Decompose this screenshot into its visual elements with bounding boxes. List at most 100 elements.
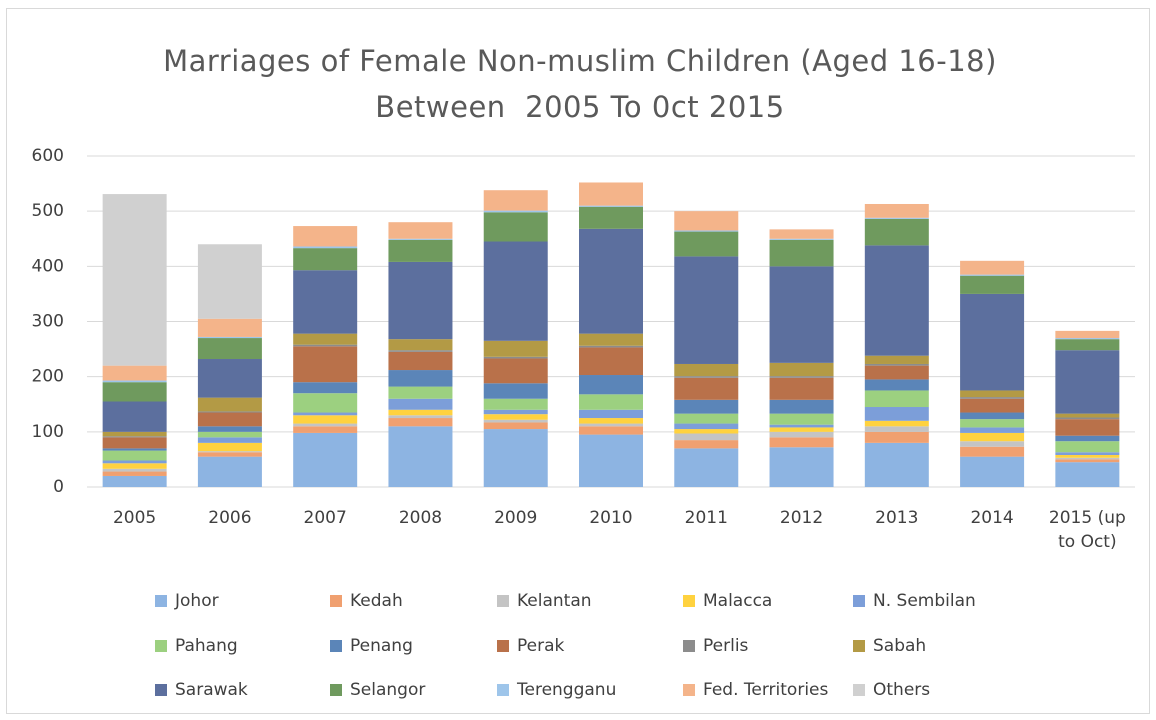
bar-segment bbox=[864, 442, 929, 487]
legend-label: Kedah bbox=[350, 591, 403, 611]
bar-segment bbox=[483, 340, 548, 357]
bar-segment bbox=[769, 431, 834, 438]
bar-segment bbox=[483, 398, 548, 410]
bar-segment bbox=[1055, 452, 1120, 456]
bar-segment bbox=[579, 345, 643, 348]
bar-segment bbox=[579, 423, 643, 427]
legend-swatch bbox=[853, 640, 865, 652]
bar-segment bbox=[674, 433, 739, 441]
bar-segment bbox=[1055, 330, 1120, 339]
bar-segment bbox=[197, 451, 262, 453]
bar-segment bbox=[769, 229, 834, 239]
bar-segment bbox=[769, 424, 834, 428]
legend-swatch bbox=[155, 684, 167, 696]
bar-segment bbox=[102, 468, 167, 472]
y-tick-label: 400 bbox=[32, 256, 64, 276]
bar-segment bbox=[579, 409, 643, 419]
bar-segment bbox=[674, 448, 739, 487]
x-tick-label: 2007 bbox=[303, 508, 347, 528]
bar-segment bbox=[960, 398, 1025, 413]
bar-segment bbox=[960, 441, 1025, 447]
bar-segment bbox=[483, 358, 548, 384]
bar-segment bbox=[388, 350, 453, 352]
x-tick-label: 2014 bbox=[970, 508, 1014, 528]
bar-segment bbox=[197, 431, 262, 438]
x-tick-label: 2006 bbox=[208, 508, 252, 528]
bar-segment bbox=[293, 344, 358, 347]
bar-segment bbox=[102, 382, 167, 402]
bar-segment bbox=[864, 203, 929, 218]
bar-segment bbox=[1055, 455, 1120, 458]
legend-label: Sarawak bbox=[175, 680, 248, 700]
bar-segment bbox=[960, 275, 1025, 294]
bar-segment bbox=[864, 218, 929, 246]
bar-segment bbox=[483, 241, 548, 341]
legend-label: Sabah bbox=[873, 636, 926, 656]
bar-segment bbox=[769, 239, 834, 267]
bar-segment bbox=[769, 362, 834, 377]
bar-segment bbox=[579, 205, 643, 207]
legend-label: Kelantan bbox=[517, 591, 592, 611]
legend-swatch bbox=[330, 595, 342, 607]
bar-segment bbox=[674, 377, 739, 400]
bar-segment bbox=[388, 415, 453, 419]
bar-segment bbox=[197, 412, 262, 427]
legend-label: Johor bbox=[174, 591, 219, 611]
chart-title: Marriages of Female Non-muslim Children … bbox=[163, 44, 1007, 124]
bar-segment bbox=[674, 231, 739, 257]
bar-segment bbox=[483, 409, 548, 415]
bar-segment bbox=[769, 377, 834, 400]
legend-label: Selangor bbox=[350, 680, 425, 700]
bar-segment bbox=[293, 270, 358, 334]
bar-segment bbox=[102, 431, 167, 437]
bar-segment bbox=[1055, 339, 1120, 351]
legend-swatch bbox=[497, 640, 509, 652]
x-tick-label: 2015 (up to Oct) bbox=[1048, 508, 1126, 552]
legend-label: Others bbox=[873, 680, 930, 700]
bar-segment bbox=[769, 376, 834, 378]
bar-segment bbox=[483, 356, 548, 359]
y-tick-label: 200 bbox=[32, 367, 64, 387]
bar-segment bbox=[960, 260, 1025, 275]
bar-segment bbox=[1055, 462, 1120, 487]
legend-swatch bbox=[155, 595, 167, 607]
bar-segment bbox=[293, 333, 358, 345]
bar-segment bbox=[102, 401, 167, 432]
bar-segment bbox=[293, 432, 358, 487]
bar-segment bbox=[1055, 350, 1120, 414]
bar-segment bbox=[197, 426, 262, 432]
x-tick-label: 2011 bbox=[684, 508, 728, 528]
bar-segment bbox=[197, 338, 262, 360]
bar-segment bbox=[1055, 338, 1120, 340]
bar-segment bbox=[674, 399, 739, 414]
bar-segment bbox=[388, 351, 453, 371]
legend-label: Perak bbox=[517, 636, 565, 656]
legend-label: Perlis bbox=[703, 636, 749, 656]
x-tick-label: 2013 bbox=[875, 508, 919, 528]
bar-segment bbox=[674, 423, 739, 430]
bar-segment bbox=[197, 411, 262, 413]
legend-swatch bbox=[683, 640, 695, 652]
y-tick-label: 100 bbox=[32, 422, 64, 442]
bar-segment bbox=[102, 450, 167, 461]
bar-segment bbox=[388, 239, 453, 262]
bar-segment bbox=[864, 426, 929, 432]
bar-segment bbox=[579, 434, 643, 487]
bar-segment bbox=[388, 339, 453, 351]
legend-swatch bbox=[853, 595, 865, 607]
bar-segment bbox=[1055, 441, 1120, 453]
bar-segment bbox=[1055, 413, 1120, 418]
bar-segment bbox=[864, 217, 929, 219]
bar-segment bbox=[864, 407, 929, 421]
bar-segment bbox=[579, 182, 643, 206]
bar-segment bbox=[293, 393, 358, 413]
legend-swatch bbox=[155, 640, 167, 652]
bar-segment bbox=[388, 261, 453, 340]
bar-segment bbox=[864, 355, 929, 364]
bar-segment bbox=[102, 475, 167, 487]
bar-segment bbox=[197, 397, 262, 412]
legend-swatch bbox=[683, 684, 695, 696]
bar-segment bbox=[674, 230, 739, 232]
bar-segment bbox=[769, 427, 834, 432]
